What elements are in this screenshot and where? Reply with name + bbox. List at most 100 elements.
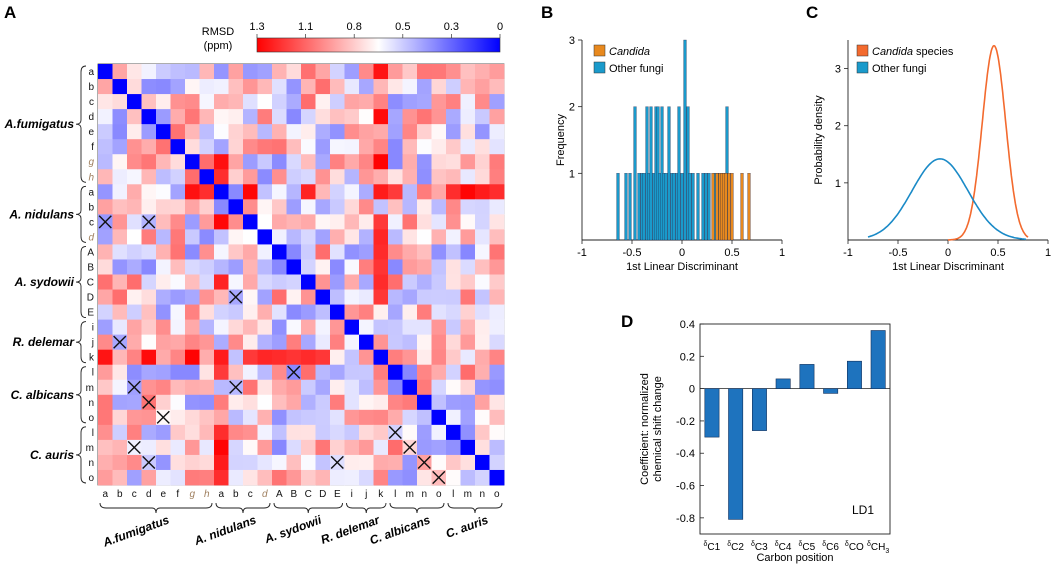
heatmap-cell xyxy=(272,439,287,456)
heatmap-cell xyxy=(431,289,447,305)
heatmap-cell xyxy=(243,364,258,381)
b-bars xyxy=(616,39,751,241)
heatmap-cell xyxy=(156,334,171,351)
heatmap-cell xyxy=(156,289,171,305)
row-label: f xyxy=(91,142,94,153)
heatmap-cell xyxy=(98,439,113,456)
heatmap-cell xyxy=(388,469,403,486)
row-label: i xyxy=(92,323,94,334)
column-label: m xyxy=(406,489,414,500)
heatmap-cell xyxy=(402,79,418,95)
heatmap-cell xyxy=(431,274,447,290)
heatmap-cell xyxy=(417,124,432,140)
heatmap-cell xyxy=(156,139,171,155)
d-ytick-label: 0.2 xyxy=(680,351,695,363)
row-label: m xyxy=(86,383,94,394)
heatmap-cell xyxy=(112,304,128,321)
heatmap-cell xyxy=(431,259,447,275)
heatmap-cell xyxy=(489,379,505,396)
heatmap-cell xyxy=(344,109,360,125)
d-bar xyxy=(799,364,815,389)
heatmap-cell xyxy=(98,79,113,95)
heatmap-cell xyxy=(214,199,229,215)
heatmap-cell xyxy=(185,304,200,321)
heatmap-cell xyxy=(344,454,360,471)
heatmap-cell xyxy=(330,184,345,200)
heatmap-cell xyxy=(257,394,273,411)
heatmap-cell xyxy=(214,349,229,366)
heatmap-cell xyxy=(185,319,200,336)
heatmap-cell xyxy=(446,439,461,456)
heatmap-cell xyxy=(257,109,273,125)
heatmap-cell xyxy=(330,364,345,381)
heatmap-cell xyxy=(315,394,331,411)
heatmap-cell xyxy=(214,184,229,200)
heatmap-cell xyxy=(460,259,476,275)
b-ytick-label: 3 xyxy=(569,35,575,47)
heatmap-cell xyxy=(112,394,128,411)
heatmap-cell xyxy=(286,439,302,456)
heatmap-cell xyxy=(185,109,200,125)
column-label: g xyxy=(190,489,196,500)
heatmap-cell xyxy=(344,64,360,80)
heatmap-cell xyxy=(141,289,157,305)
heatmap-cell xyxy=(330,124,345,140)
heatmap-cell xyxy=(301,214,316,230)
heatmap-cell xyxy=(460,154,476,170)
row-label: D xyxy=(87,293,94,304)
heatmap-cell xyxy=(315,169,331,185)
heatmap-cell xyxy=(460,304,476,321)
heatmap-cell xyxy=(402,289,418,305)
heatmap-cell xyxy=(127,109,142,125)
heatmap-cell xyxy=(228,64,244,80)
heatmap-cell xyxy=(388,124,403,140)
heatmap-cell xyxy=(315,94,331,110)
heatmap-cell xyxy=(185,124,200,140)
heatmap-cell xyxy=(402,319,418,336)
heatmap-cell xyxy=(214,229,229,245)
heatmap-cell xyxy=(402,469,418,486)
panel-label-a: A xyxy=(4,3,16,22)
heatmap-cell xyxy=(228,169,244,185)
heatmap-cell xyxy=(112,409,128,426)
heatmap-cell xyxy=(446,409,461,426)
heatmap-cell xyxy=(315,469,331,486)
heatmap-cell xyxy=(446,139,461,155)
heatmap-cell xyxy=(460,64,476,80)
heatmap-cell xyxy=(257,154,273,170)
heatmap-cell xyxy=(257,439,273,456)
heatmap-cell xyxy=(127,454,142,471)
heatmap-cell xyxy=(272,379,287,396)
b-legend-swatch-other xyxy=(593,61,606,74)
heatmap-cell xyxy=(475,169,490,185)
heatmap-cell xyxy=(228,79,244,95)
b-bar-candida xyxy=(747,173,751,241)
heatmap-cell xyxy=(431,364,447,381)
heatmap-cell xyxy=(417,409,432,426)
heatmap-cell xyxy=(315,364,331,381)
heatmap-cell xyxy=(402,124,418,140)
heatmap-cell xyxy=(141,109,157,125)
heatmap-cell xyxy=(214,454,229,471)
column-label: a xyxy=(103,489,109,500)
heatmap-cell xyxy=(330,64,345,80)
b-bar-other-fungi xyxy=(677,106,681,241)
row-label: B xyxy=(87,263,94,274)
heatmap-cell xyxy=(417,109,432,125)
c-xlabel: 1st Linear Discriminant xyxy=(892,261,1004,273)
heatmap-cell xyxy=(98,199,113,215)
heatmap-cell xyxy=(417,64,432,80)
heatmap-cell xyxy=(431,154,447,170)
heatmap-cell xyxy=(388,319,403,336)
b-bar-other-fungi xyxy=(637,173,641,241)
heatmap-cell xyxy=(156,259,171,275)
heatmap-cell xyxy=(199,79,215,95)
colorbar-tick-label: 0.3 xyxy=(444,21,459,33)
heatmap-cell xyxy=(388,109,403,125)
heatmap-cell xyxy=(156,424,171,441)
heatmap-cell xyxy=(185,244,200,260)
column-label: c xyxy=(132,489,137,500)
heatmap-cell xyxy=(431,439,447,456)
heatmap-cell xyxy=(98,244,113,260)
